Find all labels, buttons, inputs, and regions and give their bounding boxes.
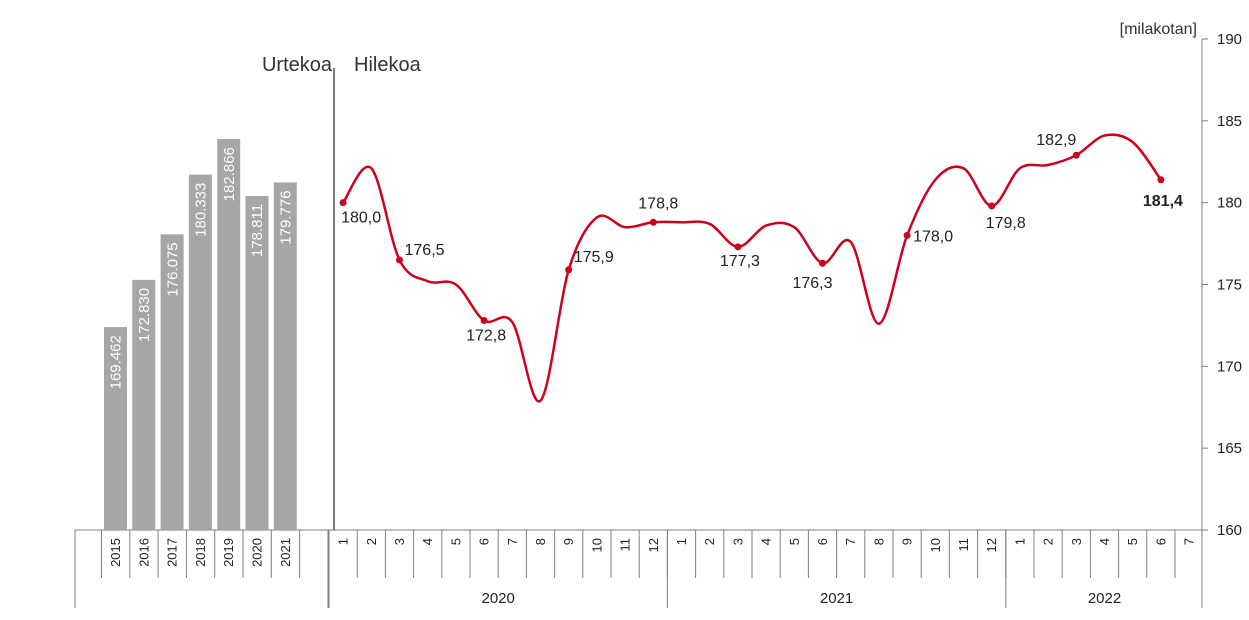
month-label: 2	[364, 538, 379, 545]
year-label: 2020	[482, 590, 515, 607]
month-label: 8	[533, 538, 548, 545]
month-label: 3	[1069, 538, 1084, 545]
data-point-label: 172,8	[466, 328, 506, 345]
month-label: 5	[1125, 538, 1140, 545]
month-label: 11	[618, 538, 633, 552]
month-label: 4	[420, 538, 435, 545]
annual-bar-label: 178.811	[249, 204, 266, 257]
data-point	[480, 317, 488, 325]
month-label: 7	[843, 538, 858, 545]
month-label: 7	[1182, 538, 1197, 545]
annual-bar	[132, 279, 156, 530]
month-label: 10	[928, 538, 943, 552]
annual-bar	[188, 174, 212, 530]
y-tick-label: 170	[1217, 358, 1242, 375]
data-point	[734, 243, 742, 251]
y-tick-label: 190	[1217, 31, 1242, 48]
month-label: 9	[900, 538, 915, 545]
annual-bar-label: 176.075	[164, 242, 181, 296]
data-point	[339, 199, 347, 207]
y-tick-label: 165	[1217, 440, 1242, 457]
annual-x-axis: 2015 2016 2017 2018 2019 2020 2021	[74, 530, 329, 608]
month-label: 5	[448, 538, 463, 545]
annual-bar	[245, 195, 269, 530]
data-point-label: 178,8	[638, 195, 678, 212]
annual-category-label: 2021	[278, 538, 293, 567]
monthly-x-axis: 1 2 3 4 5 6 7 8 9 10 11 12 1 2 3 4 5 6 7 8 9 10 11 12 1 2 3 4 5 6 7202…	[328, 530, 1197, 608]
data-point-label: 177,3	[720, 253, 760, 270]
y-tick-label: 180	[1217, 195, 1242, 212]
monthly-line-series: 180,0 176,5 172,8 175,9 178,8 177,3 176,3 178,0…	[339, 132, 1183, 403]
annual-bar-label: 172.830	[136, 288, 153, 342]
data-point-label: 178,0	[913, 228, 953, 245]
month-label: 2	[702, 538, 717, 545]
year-label: 2021	[820, 590, 853, 607]
month-label: 6	[1153, 538, 1168, 545]
month-label: 6	[477, 538, 492, 545]
month-label: 12	[984, 538, 999, 552]
month-label: 1	[674, 538, 689, 545]
month-label: 10	[589, 538, 604, 552]
month-label: 9	[561, 538, 576, 545]
month-label: 3	[730, 538, 745, 545]
month-label: 7	[505, 538, 520, 545]
month-label: 1	[336, 538, 351, 545]
section-label-monthly: Hilekoa	[354, 54, 422, 76]
annual-bar	[104, 327, 127, 530]
annual-bar-label: 182.866	[221, 147, 238, 201]
annual-category-label: 2015	[108, 538, 123, 567]
annual-bar-label: 180.333	[193, 183, 210, 237]
data-point	[903, 231, 911, 239]
data-point	[396, 256, 403, 264]
annual-category-label: 2020	[250, 538, 265, 567]
data-point	[819, 259, 826, 267]
month-label: 11	[956, 538, 971, 552]
y-tick-label: 160	[1217, 522, 1242, 539]
y-tick-label: 185	[1217, 113, 1242, 130]
data-point	[1157, 176, 1165, 184]
annual-bar	[273, 182, 297, 531]
data-point-label: 180,0	[341, 210, 381, 227]
month-label: 3	[392, 538, 407, 545]
annual-category-label: 2016	[136, 538, 151, 567]
unit-label: [milakotan]	[1120, 21, 1197, 38]
y-tick-label: 175	[1217, 277, 1242, 294]
month-label: 1	[1012, 538, 1027, 545]
month-label: 8	[871, 538, 886, 545]
data-point	[988, 202, 996, 210]
annual-category-label: 2018	[193, 538, 208, 567]
month-label: 6	[815, 538, 830, 545]
month-label: 2	[1041, 538, 1056, 545]
data-point	[1072, 151, 1080, 159]
data-point-label: 175,9	[574, 249, 614, 266]
year-label: 2022	[1088, 590, 1121, 607]
data-point-label: 181,4	[1143, 193, 1183, 210]
annual-bar	[217, 139, 241, 530]
month-label: 4	[1097, 538, 1112, 545]
data-point-label: 182,9	[1036, 132, 1076, 149]
annual-bars: 169.462 172.830 176.075 180.333 182.866 178.8…	[104, 139, 297, 531]
month-label: 4	[759, 538, 774, 545]
data-point-label: 176,5	[405, 242, 445, 259]
data-point	[649, 218, 657, 226]
y-axis: 160 165 170 175 180 185 190	[1202, 31, 1242, 539]
annual-category-label: 2017	[165, 538, 180, 567]
data-point-label: 179,8	[986, 215, 1026, 232]
data-point-label: 176,3	[792, 275, 832, 292]
annual-bar-label: 169.462	[108, 335, 125, 389]
month-label: 12	[646, 538, 661, 552]
section-label-annual: Urtekoa	[262, 54, 333, 76]
annual-bar-label: 179.776	[278, 190, 295, 244]
annual-bar	[160, 234, 184, 531]
annual-category-label: 2019	[221, 538, 236, 567]
month-label: 5	[787, 538, 802, 545]
data-point	[565, 266, 573, 274]
